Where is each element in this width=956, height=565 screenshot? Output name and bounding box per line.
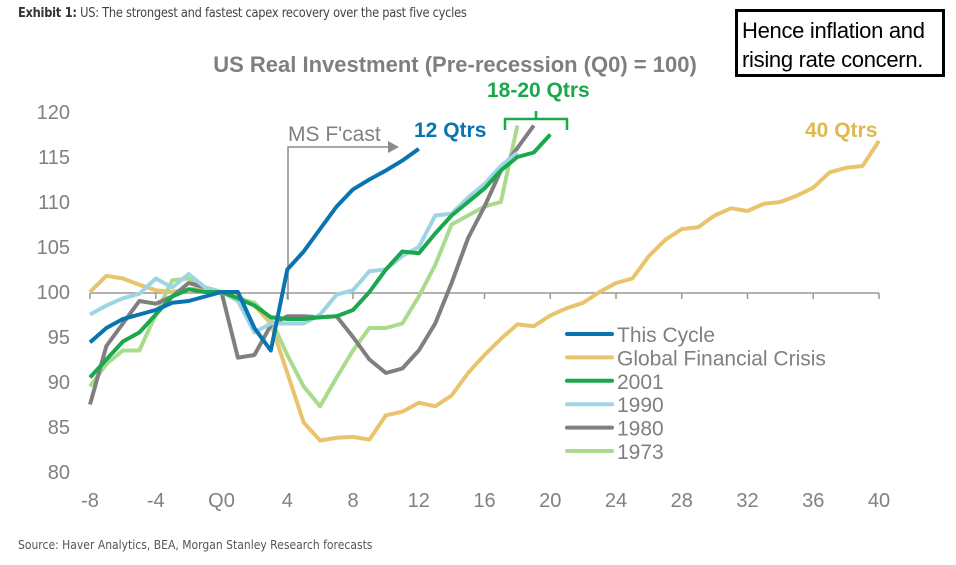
y-axis: 120 115 110 105 100 95 90 85 80: [37, 102, 70, 484]
exhibit-caption: Exhibit 1: US: The strongest and fastest…: [18, 6, 467, 21]
y-tick-label: 95: [48, 327, 70, 349]
exhibit-label: Exhibit 1:: [18, 6, 77, 21]
this-cycle-annotation: 12 Qtrs: [414, 119, 486, 142]
legend-label: 1973: [617, 441, 664, 464]
commentary-box: Hence inflation and rising rate concern.: [735, 9, 945, 77]
legend-label: This Cycle: [617, 324, 715, 347]
x-tick-label: 12: [408, 490, 430, 512]
source-note: Source: Haver Analytics, BEA, Morgan Sta…: [18, 538, 373, 552]
x-tick-label: 8: [347, 490, 358, 512]
series-line-this-cycle: [88, 147, 420, 353]
x-tick-label: 24: [605, 490, 627, 512]
x-tick-label: Q0: [208, 490, 235, 512]
x-tick-label: 16: [473, 490, 495, 512]
commentary-line-1: Hence inflation and: [742, 18, 925, 43]
x-tick-label: -8: [81, 490, 99, 512]
y-tick-label: 105: [37, 237, 70, 259]
series-line-1980: [88, 124, 536, 406]
series-line-2001: [88, 133, 552, 379]
legend-label: Global Financial Crisis: [617, 347, 826, 370]
chart-title: US Real Investment (Pre-recession (Q0) =…: [213, 52, 697, 77]
y-tick-label: 90: [48, 372, 70, 394]
y-tick-label: 80: [48, 462, 70, 484]
bracket: [503, 111, 569, 130]
y-tick-label: 100: [37, 282, 70, 304]
past-cycles-annotation: 18-20 Qtrs: [487, 79, 590, 102]
y-tick-label: 120: [37, 102, 70, 124]
gfc-annotation: 40 Qtrs: [805, 119, 877, 142]
series-group: [88, 124, 881, 443]
x-axis: -8 -4 Q0 4 8 12 16 20 24 28 32 36 40: [81, 490, 890, 512]
legend-label: 1980: [617, 418, 664, 441]
legend-label: 2001: [617, 371, 664, 394]
legend-label: 1990: [617, 394, 664, 417]
commentary-line-2: rising rate concern.: [742, 47, 924, 72]
arrow-head-icon: [388, 141, 399, 153]
x-tick-label: 28: [671, 490, 693, 512]
forecast-arrow: [287, 146, 388, 300]
x-tick-label: 32: [736, 490, 758, 512]
x-tick-label: -4: [147, 490, 165, 512]
exhibit-text: US: The strongest and fastest capex reco…: [80, 6, 467, 21]
x-tick-label: 36: [802, 490, 824, 512]
series-line-1990: [89, 150, 519, 335]
series-line-1973: [88, 125, 520, 409]
y-tick-label: 110: [38, 192, 70, 214]
x-tick-label: 4: [282, 490, 293, 512]
forecast-label: MS F'cast: [288, 123, 381, 146]
y-tick-label: 115: [38, 147, 70, 169]
y-tick-label: 85: [48, 417, 70, 439]
x-tick-label: 20: [539, 490, 561, 512]
x-tick-label: 40: [868, 490, 890, 512]
